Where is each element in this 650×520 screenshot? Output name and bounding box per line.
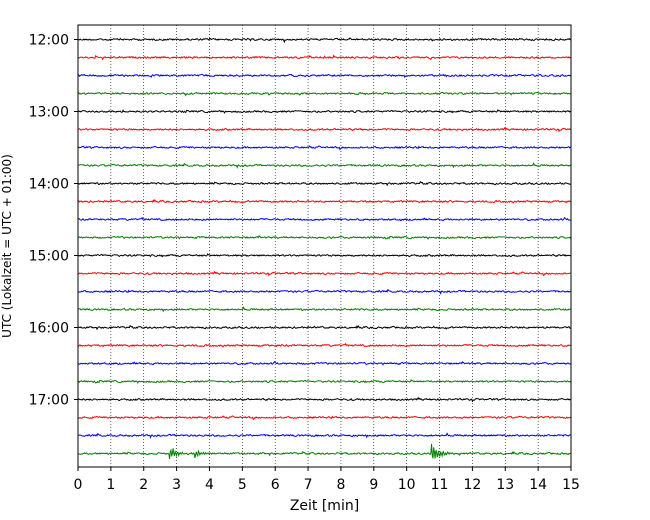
plot-frame [77,24,572,468]
x-tick-label-7: 7 [304,477,313,493]
trace-1545 [77,306,572,313]
y-tick-label-15:00: 15:00 [29,249,69,265]
y-tick-label-13:00: 13:00 [29,105,69,121]
x-tick-label-6: 6 [271,477,280,493]
trace-1330 [77,145,572,151]
x-tick-label-11: 11 [431,477,449,493]
y-axis-ticks: 12:00 13:00 14:00 15:00 16:00 17:00 [29,33,78,409]
vertical-gridlines [110,25,539,467]
trace-1345 [77,162,572,169]
trace-1445 [77,235,572,240]
x-tick-label-3: 3 [172,477,181,493]
trace-1315 [77,126,572,133]
trace-1300 [77,109,572,114]
trace-1745 [77,443,572,459]
x-tick-label-1: 1 [106,477,115,493]
x-tick-label-8: 8 [336,477,345,493]
trace-1230 [77,73,572,79]
trace-1245 [77,91,572,97]
trace-1730 [77,432,572,439]
x-tick-label-9: 9 [369,477,378,493]
x-axis-label: Zeit [min] [290,498,359,514]
x-tick-label-0: 0 [74,477,83,493]
y-tick-label-17:00: 17:00 [29,393,69,409]
x-tick-label-13: 13 [496,477,514,493]
y-tick-label-16:00: 16:00 [29,321,69,337]
trace-1215 [77,54,572,61]
x-axis-ticks: 0 1 2 3 4 5 6 7 8 9 10 11 12 13 14 15 [74,467,580,493]
y-tick-label-12:00: 12:00 [29,33,69,49]
seismogram-traces [77,37,572,459]
trace-1530 [77,288,572,295]
trace-1715 [77,415,572,421]
trace-1200 [77,37,572,44]
trace-1430 [77,216,572,222]
x-tick-label-5: 5 [238,477,247,493]
x-tick-label-4: 4 [205,477,214,493]
trace-1630 [77,360,572,366]
trace-1645 [77,379,572,384]
trace-1415 [77,199,572,204]
x-tick-label-10: 10 [398,477,416,493]
trace-1400 [77,180,572,187]
trace-1600 [77,324,572,331]
x-tick-label-14: 14 [529,477,547,493]
trace-1515 [77,270,572,277]
x-tick-label-12: 12 [463,477,481,493]
trace-1615 [77,342,572,348]
y-axis-label: UTC (Lokalzeit = UTC + 01:00) [0,154,14,338]
x-tick-label-15: 15 [562,477,580,493]
y-tick-label-14:00: 14:00 [29,177,69,193]
x-tick-label-2: 2 [139,477,148,493]
trace-1700 [77,396,572,403]
trace-1500 [77,253,572,258]
